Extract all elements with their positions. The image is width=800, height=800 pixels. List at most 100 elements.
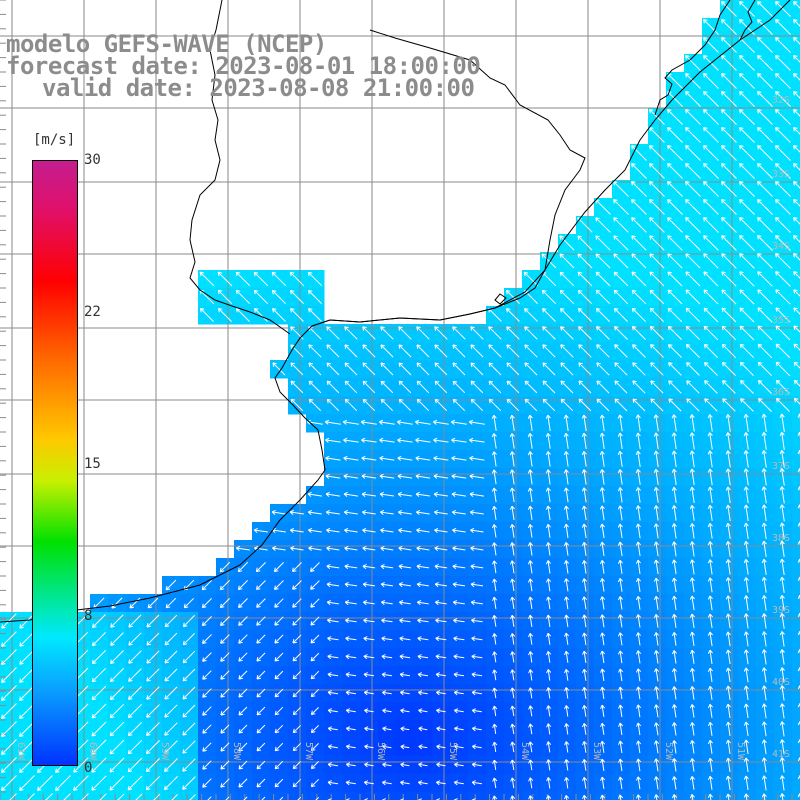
- wind-arrow: [667, 235, 683, 251]
- wind-arrow: [739, 217, 755, 233]
- wind-arrow: [217, 289, 233, 305]
- wind-arrow: [362, 380, 376, 394]
- wind-arrow: [164, 740, 178, 754]
- wind-arrow: [117, 793, 125, 800]
- wind-arrow: [380, 564, 394, 570]
- wind-arrow: [581, 560, 587, 574]
- wind-arrow: [599, 414, 605, 432]
- wind-arrow: [757, 199, 773, 215]
- wind-arrow: [779, 558, 785, 575]
- wind-arrow: [667, 163, 683, 179]
- wind-arrow: [273, 562, 284, 573]
- wind-arrow: [671, 559, 677, 575]
- wind-cell: [108, 792, 127, 800]
- wind-arrow: [703, 235, 719, 251]
- wind-arrow: [238, 760, 248, 770]
- wind-arrow: [632, 362, 646, 376]
- wind-arrow: [703, 73, 719, 89]
- wind-arrow: [743, 757, 749, 773]
- wind-arrow: [527, 414, 533, 431]
- wind-arrow: [325, 455, 341, 461]
- wind-arrow: [510, 614, 516, 627]
- wind-arrow: [1, 775, 17, 791]
- wind-arrow: [398, 326, 412, 340]
- model-title: modelo GEFS-WAVE (NCEP): [6, 30, 327, 58]
- wind-arrow: [237, 561, 249, 573]
- wind-arrow: [671, 595, 677, 610]
- wind-arrow: [743, 432, 749, 450]
- wind-arrow: [344, 582, 358, 588]
- wind-arrow: [779, 721, 785, 737]
- wind-arrow: [326, 344, 340, 358]
- wind-arrow: [689, 631, 695, 646]
- wind-arrow: [757, 181, 773, 197]
- wind-arrow: [599, 450, 605, 467]
- wind-arrow: [581, 414, 587, 432]
- wind-cell: [180, 792, 199, 800]
- wind-arrow: [362, 600, 375, 606]
- wind-arrow: [416, 545, 430, 552]
- wind-arrow: [667, 217, 683, 233]
- wind-arrow: [380, 326, 394, 340]
- wind-arrow: [599, 432, 605, 449]
- wind-arrow: [564, 723, 570, 735]
- wind-arrow: [435, 690, 446, 696]
- wind-arrow: [779, 504, 785, 522]
- wind-arrow: [775, 379, 790, 394]
- wind-arrow: [381, 672, 392, 678]
- wind-arrow: [146, 614, 160, 628]
- wind-arrow: [238, 634, 248, 644]
- wind-cell: [792, 360, 800, 379]
- wind-arrow: [417, 690, 428, 696]
- wind-arrow: [721, 289, 737, 305]
- wind-arrow: [182, 686, 196, 700]
- wind-arrow: [559, 271, 575, 287]
- wind-arrow: [618, 668, 624, 682]
- wind-arrow: [147, 597, 159, 609]
- wind-arrow: [435, 798, 441, 800]
- wind-arrow: [725, 522, 731, 539]
- wind-arrow: [220, 634, 230, 644]
- wind-arrow: [398, 527, 412, 533]
- wind-arrow: [434, 362, 448, 376]
- wind-arrow: [327, 672, 339, 678]
- wind-arrow: [761, 739, 767, 755]
- wind-arrow: [739, 127, 755, 143]
- wind-arrow: [671, 523, 677, 539]
- wind-arrow: [761, 450, 767, 468]
- valid-date: valid date: 2023-08-08 21:00:00: [42, 74, 475, 102]
- wind-arrow: [667, 181, 683, 197]
- wind-arrow: [635, 686, 642, 700]
- wind-arrow: [528, 795, 534, 800]
- wind-arrow: [379, 509, 394, 515]
- wind-arrow: [416, 326, 430, 340]
- wind-arrow: [164, 686, 178, 700]
- wind-arrow: [307, 289, 322, 304]
- wind-arrow: [164, 614, 178, 628]
- wind-arrow: [721, 307, 737, 323]
- wind-arrow: [775, 127, 791, 143]
- wind-arrow: [256, 652, 266, 662]
- wind-arrow: [739, 307, 755, 323]
- wind-arrow: [345, 780, 356, 786]
- lat-label: 38S: [772, 533, 790, 544]
- wind-arrow: [274, 634, 284, 644]
- wind-arrow: [689, 468, 695, 486]
- wind-cell: [792, 468, 800, 487]
- wind-arrow: [289, 271, 305, 287]
- wind-arrow: [761, 558, 767, 575]
- wind-arrow: [238, 724, 248, 734]
- wind-arrow: [707, 504, 713, 521]
- wind-arrow: [19, 649, 35, 665]
- wind-arrow: [582, 614, 588, 628]
- wind-arrow: [649, 127, 665, 143]
- wind-arrow: [649, 307, 665, 323]
- wind-arrow: [757, 55, 773, 71]
- wind-arrow: [327, 780, 339, 786]
- wind-arrow: [650, 398, 664, 412]
- wind-arrow: [739, 289, 755, 305]
- wind-arrow: [471, 618, 483, 624]
- wind-arrow: [326, 600, 339, 606]
- wind-arrow: [775, 217, 791, 233]
- wind-arrow: [343, 437, 359, 443]
